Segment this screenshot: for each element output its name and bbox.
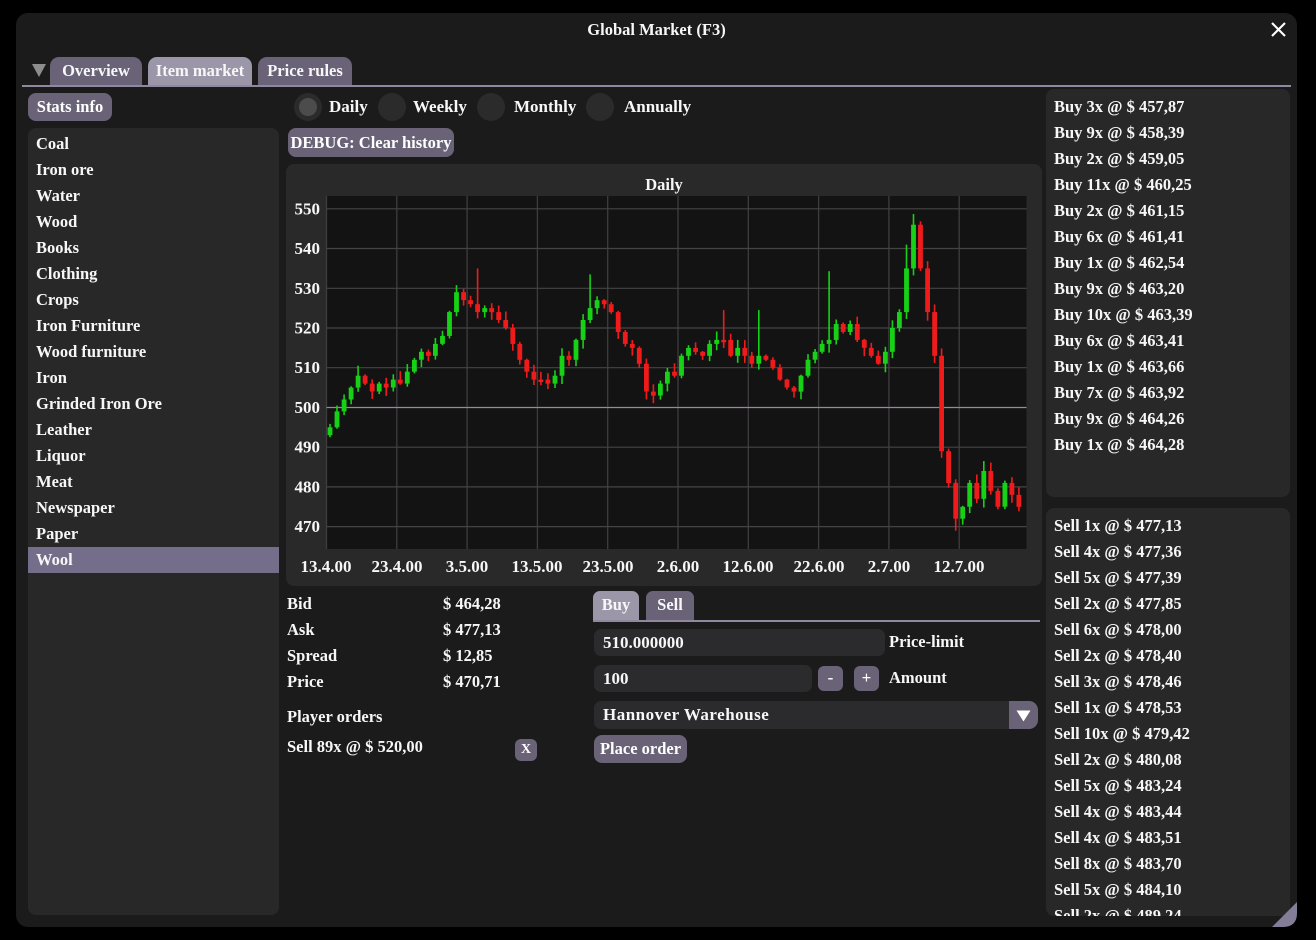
svg-text:12.7.00: 12.7.00 bbox=[934, 557, 985, 576]
svg-text:530: 530 bbox=[295, 279, 321, 298]
svg-text:2.7.00: 2.7.00 bbox=[868, 557, 911, 576]
svg-text:13.5.00: 13.5.00 bbox=[512, 557, 563, 576]
svg-text:480: 480 bbox=[295, 477, 321, 496]
svg-text:490: 490 bbox=[295, 438, 321, 457]
svg-text:510: 510 bbox=[295, 358, 321, 377]
svg-text:23.5.00: 23.5.00 bbox=[583, 557, 634, 576]
svg-text:3.5.00: 3.5.00 bbox=[446, 557, 489, 576]
svg-text:12.6.00: 12.6.00 bbox=[723, 557, 774, 576]
svg-text:13.4.00: 13.4.00 bbox=[301, 557, 352, 576]
svg-text:470: 470 bbox=[295, 517, 321, 536]
svg-text:22.6.00: 22.6.00 bbox=[794, 557, 845, 576]
svg-text:500: 500 bbox=[295, 398, 321, 417]
svg-text:550: 550 bbox=[295, 199, 321, 218]
svg-text:520: 520 bbox=[295, 319, 321, 338]
svg-text:540: 540 bbox=[295, 239, 321, 258]
svg-text:23.4.00: 23.4.00 bbox=[372, 557, 423, 576]
svg-text:2.6.00: 2.6.00 bbox=[657, 557, 700, 576]
